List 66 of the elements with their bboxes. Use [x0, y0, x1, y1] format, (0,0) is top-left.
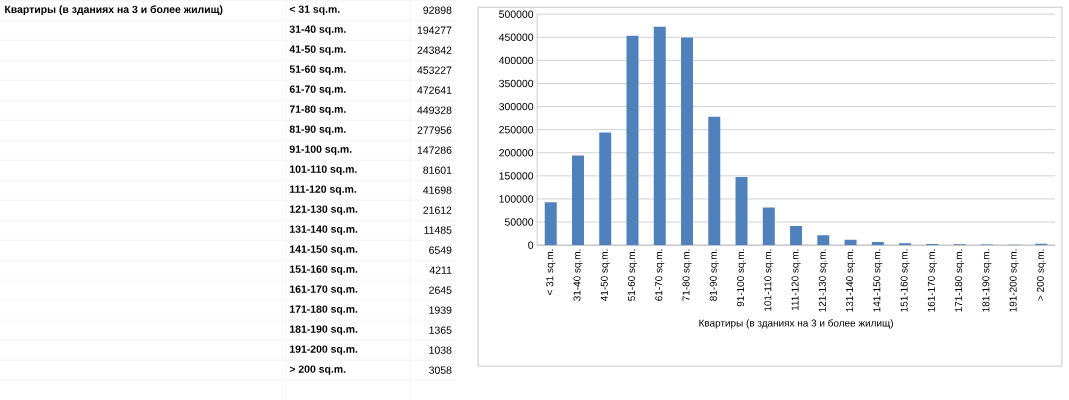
- x-tick-label: 91-100 sq.m.: [737, 249, 747, 307]
- data-label: 2645: [429, 286, 452, 294]
- data-label: 11485: [424, 226, 452, 234]
- category-label: < 31 sq.m.: [289, 5, 340, 15]
- category-label: 111-120 sq.m.: [290, 185, 357, 195]
- data-label: 277956: [417, 126, 452, 134]
- category-label: 61-70 sq.m.: [289, 85, 346, 95]
- y-tick-label: 500000: [499, 10, 534, 18]
- y-tick-label: 450000: [498, 33, 534, 41]
- category-label: 31-40 sq.m.: [289, 25, 346, 35]
- y-tick-label: 300000: [499, 102, 534, 111]
- data-label: 92898: [423, 6, 452, 14]
- data-label: 81601: [423, 166, 452, 174]
- category-label: 101-110 sq.m.: [290, 165, 357, 175]
- data-label: 6549: [429, 246, 452, 254]
- y-tick-label: 0: [528, 241, 534, 249]
- x-tick-label: 81-90 sq.m.: [709, 249, 719, 301]
- category-label: 41-50 sq.m.: [289, 45, 346, 55]
- category-label: 51-60 sq.m.: [289, 65, 346, 75]
- category-label: 91-100 sq.m.: [289, 145, 352, 155]
- category-label: 131-140 sq.m.: [290, 225, 358, 235]
- x-tick-label: 61-70 sq.m.: [655, 249, 665, 301]
- x-tick-label: 131-140 sq.m.: [846, 249, 856, 312]
- data-label: 194277: [417, 26, 452, 34]
- data-label: 41698: [423, 186, 452, 194]
- x-tick-label: < 31 sq.m.: [546, 249, 556, 295]
- data-label: 472641: [417, 86, 452, 94]
- y-tick-label: 100000: [499, 195, 534, 203]
- category-label: 191-200 sq.m.: [290, 345, 358, 355]
- x-tick-label: 31-40 sq.m.: [573, 249, 583, 301]
- data-label: 21612: [423, 206, 452, 214]
- y-tick-label: 400000: [498, 56, 534, 64]
- category-label: 71-80 sq.m.: [289, 105, 346, 115]
- data-label: 453227: [417, 66, 452, 74]
- category-label: 121-130 sq.m.: [290, 205, 358, 215]
- x-tick-label: 191-200 sq.m.: [1009, 249, 1019, 312]
- x-tick-label: 41-50 sq.m.: [600, 249, 610, 301]
- data-label: 147286: [417, 146, 452, 154]
- text: Квартиры (в зданиях на 3 и более жилищ): [5, 5, 223, 15]
- x-tick-label: 121-130 sq.m.: [818, 249, 828, 312]
- y-tick-label: 150000: [499, 172, 534, 180]
- y-tick-label: 250000: [499, 125, 534, 134]
- data-label: 449328: [417, 106, 452, 114]
- x-tick-label: 181-190 sq.m.: [982, 249, 992, 312]
- category-label: 181-190 sq.m.: [290, 325, 358, 335]
- x-tick-label: 151-160 sq.m.: [900, 249, 910, 312]
- x-tick-label: 51-60 sq.m.: [628, 249, 638, 301]
- data-label: 1939: [429, 306, 452, 314]
- y-tick-label: 350000: [499, 79, 534, 88]
- category-label: > 200 sq.m.: [289, 365, 346, 375]
- x-tick-label: 101-110 sq.m.: [764, 249, 774, 311]
- x-tick-label: 141-150 sq.m.: [873, 249, 883, 312]
- y-tick-label: 50000: [504, 218, 534, 226]
- x-tick-label: 161-170 sq.m.: [927, 249, 937, 312]
- data-label: 1038: [429, 346, 452, 354]
- data-label: 4211: [429, 266, 452, 274]
- x-tick-label: > 200 sq.m.: [1036, 249, 1046, 301]
- x-axis-title: Квартиры (в зданиях на 3 и более жилищ): [699, 319, 893, 329]
- x-tick-label: 171-180 sq.m.: [955, 249, 965, 312]
- data-label: 243842: [417, 46, 452, 54]
- x-tick-label: 71-80 sq.m.: [682, 249, 692, 301]
- data-label: 1365: [429, 326, 452, 334]
- y-tick-label: 200000: [499, 148, 534, 157]
- category-label: 81-90 sq.m.: [289, 125, 346, 135]
- data-label: 3058: [429, 366, 452, 374]
- x-tick-label: 111-120 sq.m.: [791, 249, 801, 310]
